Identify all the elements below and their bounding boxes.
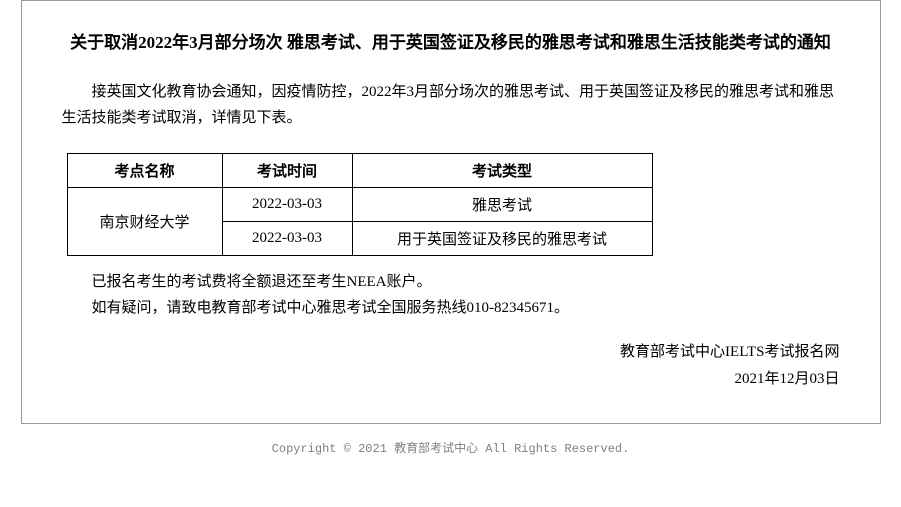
- page-footer: Copyright © 2021 教育部考试中心 All Rights Rese…: [0, 439, 901, 456]
- refund-note: 已报名考生的考试费将全额退还至考生NEEA账户。: [62, 270, 840, 296]
- cell-date: 2022-03-03: [222, 188, 352, 222]
- table-header-row: 考点名称 考试时间 考试类型: [67, 154, 652, 188]
- contact-note: 如有疑问，请致电教育部考试中心雅思考试全国服务热线010-82345671。: [62, 296, 840, 322]
- cell-date: 2022-03-03: [222, 222, 352, 256]
- header-venue: 考点名称: [67, 154, 222, 188]
- signature-block: 教育部考试中心IELTS考试报名网 2021年12月03日: [62, 339, 840, 393]
- notice-title: 关于取消2022年3月部分场次 雅思考试、用于英国签证及移民的雅思考试和雅思生活…: [62, 29, 840, 56]
- header-date: 考试时间: [222, 154, 352, 188]
- intro-paragraph: 接英国文化教育协会通知，因疫情防控，2022年3月部分场次的雅思考试、用于英国签…: [62, 80, 840, 131]
- signature-date: 2021年12月03日: [62, 366, 840, 393]
- header-type: 考试类型: [352, 154, 652, 188]
- cell-type: 雅思考试: [352, 188, 652, 222]
- cancellation-table: 考点名称 考试时间 考试类型 南京财经大学 2022-03-03 雅思考试 20…: [67, 153, 653, 256]
- cell-type: 用于英国签证及移民的雅思考试: [352, 222, 652, 256]
- notice-document: 关于取消2022年3月部分场次 雅思考试、用于英国签证及移民的雅思考试和雅思生活…: [21, 0, 881, 424]
- cell-venue: 南京财经大学: [67, 188, 222, 256]
- table-row: 南京财经大学 2022-03-03 雅思考试: [67, 188, 652, 222]
- signature-org: 教育部考试中心IELTS考试报名网: [62, 339, 840, 366]
